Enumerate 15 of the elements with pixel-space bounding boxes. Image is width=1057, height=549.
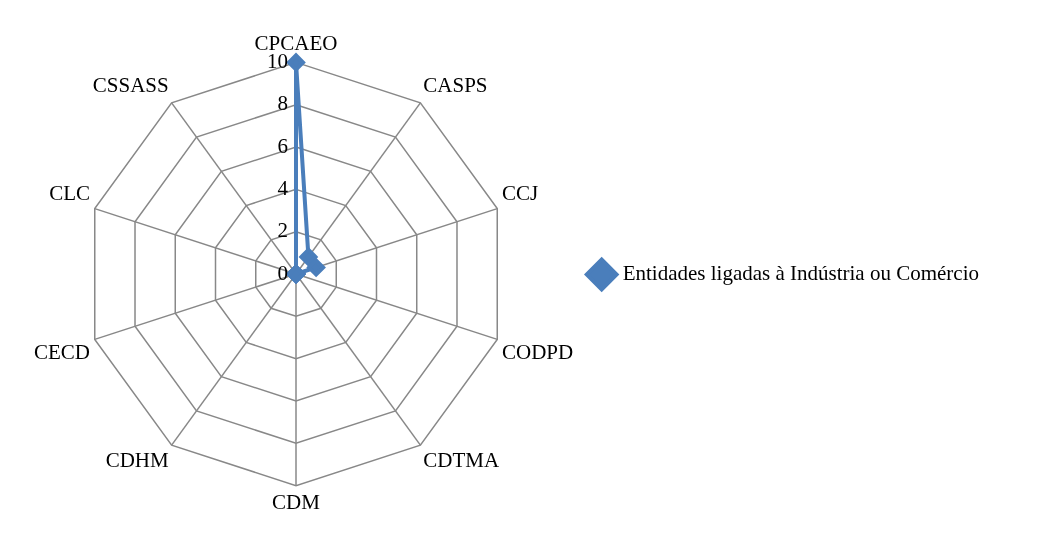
spoke-label: CDM	[272, 489, 321, 514]
y-tick-label: 8	[277, 91, 288, 116]
spoke-label: CECD	[33, 340, 91, 365]
y-tick-label: 2	[277, 218, 288, 243]
spoke-label: CDTMA	[423, 448, 500, 473]
spoke-label: CODPD	[501, 340, 574, 365]
legend-label: Entidades ligadas à Indústria ou Comércio	[622, 261, 979, 286]
y-tick-label: 0	[277, 260, 288, 285]
y-tick-label: 4	[277, 175, 289, 200]
spoke-label: CASPS	[423, 72, 488, 97]
spoke-label: CDHM	[105, 448, 170, 473]
y-tick-label: 6	[277, 133, 288, 158]
spoke-label: CLC	[49, 180, 91, 205]
spoke-label: CCJ	[501, 180, 539, 205]
spoke-label: CSSASS	[92, 72, 169, 97]
